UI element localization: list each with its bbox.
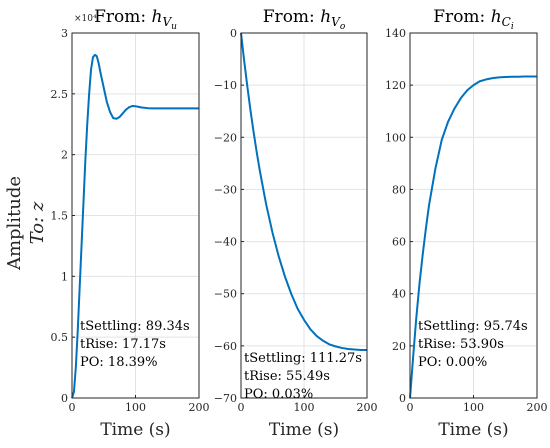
x-tick-label: 0 [238, 401, 245, 414]
x-axis-label: Time (s) [438, 420, 508, 440]
annotation-text: tSettling: 89.34s [80, 319, 190, 334]
subplot-title: From: hCi [433, 7, 514, 32]
x-tick-label: 200 [527, 401, 548, 414]
annotation-text: tRise: 53.90s [418, 337, 504, 352]
x-tick-label: 200 [357, 401, 378, 414]
y-tick-label: 60 [392, 236, 406, 249]
y-tick-label: 80 [392, 183, 406, 196]
annotation-text: tSettling: 95.74s [418, 319, 528, 334]
y-multiplier: ×10⁴ [74, 14, 97, 24]
y-tick-label: 3 [61, 27, 68, 40]
y-tick-label: −30 [214, 183, 237, 196]
x-tick-label: 100 [125, 401, 146, 414]
series-line [409, 75, 537, 399]
y-tick-label: 1.5 [51, 210, 69, 223]
annotation-text: tRise: 17.17s [80, 337, 166, 352]
y-tick-label: −50 [214, 288, 237, 301]
subplot-2: 0 100 200 −70 −60 −50 −40 −30 −20 −10 0 From: hVo Ti… [214, 7, 378, 440]
subplot-title: From: hVu [94, 7, 177, 32]
y-tick-label: 100 [385, 131, 406, 144]
x-tick-label: 0 [407, 401, 414, 414]
x-tick-label: 100 [463, 401, 484, 414]
annotation-text: PO: 0.03% [244, 387, 313, 402]
y-tick-label: −70 [214, 392, 237, 405]
y-tick-label: −40 [214, 236, 237, 249]
y-tick-label: 0 [399, 392, 406, 405]
y-tick-label: 0.5 [51, 331, 69, 344]
subplot-3: 0 100 200 0 20 40 60 80 100 120 140 From: hCi Time (… [385, 7, 548, 440]
y-tick-label: 40 [392, 288, 406, 301]
series-line [71, 53, 199, 399]
annotation-text: tRise: 55.49s [244, 369, 330, 384]
y-tick-label: −10 [214, 79, 237, 92]
series-line [240, 32, 367, 352]
y-tick-label: −20 [214, 131, 237, 144]
annotation-text: PO: 0.00% [418, 355, 487, 370]
x-axis-label: Time (s) [269, 420, 339, 440]
y-tick-label: 2.5 [51, 88, 69, 101]
y-tick-label: 140 [385, 27, 406, 40]
y-tick-label: 0 [61, 392, 68, 405]
annotation-text: PO: 18.39% [80, 355, 158, 370]
x-axis-label: Time (s) [100, 420, 170, 440]
y-tick-label: 20 [392, 340, 406, 353]
x-tick-label: 0 [69, 401, 76, 414]
y-axis-label-line1: Amplitude [4, 176, 25, 271]
subplot-title: From: hVo [263, 7, 346, 32]
annotation-text: tSettling: 111.27s [244, 351, 362, 366]
y-tick-label: 0 [230, 27, 237, 40]
y-tick-label: 2 [61, 149, 68, 162]
x-tick-label: 200 [189, 401, 210, 414]
y-axis-label-line2: To: z [27, 201, 48, 244]
y-tick-label: 1 [61, 270, 68, 283]
y-tick-label: 120 [385, 79, 406, 92]
y-tick-label: −60 [214, 340, 237, 353]
x-tick-label: 100 [294, 401, 315, 414]
